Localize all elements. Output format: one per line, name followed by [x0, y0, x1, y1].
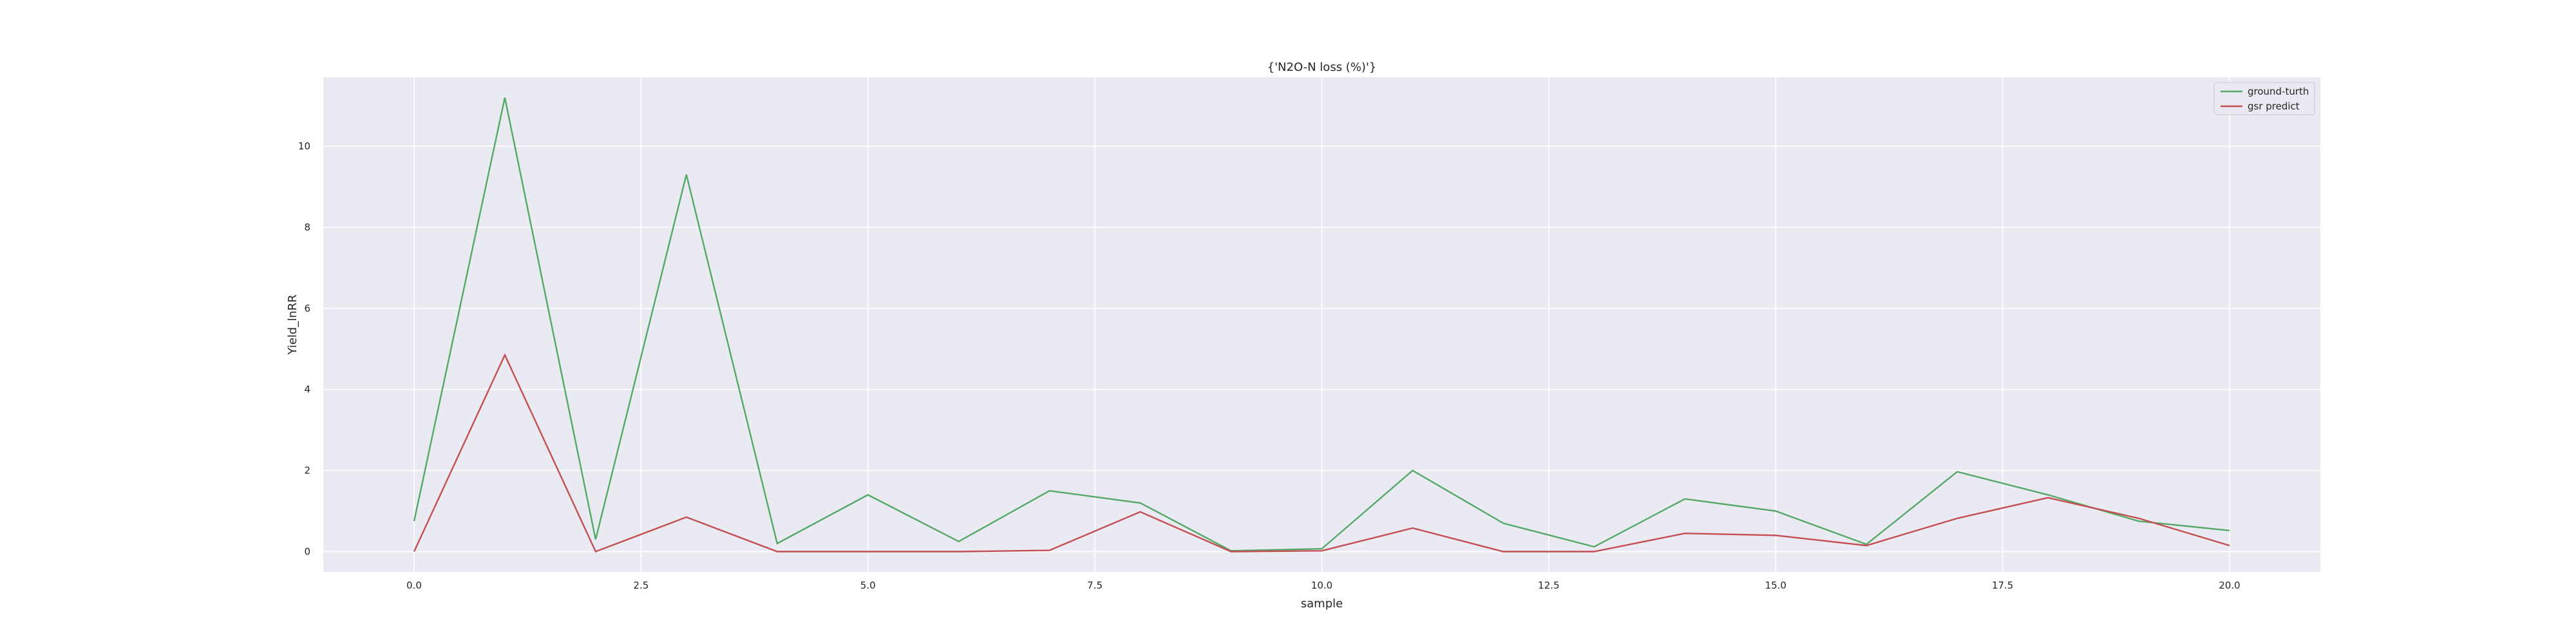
x-tick-label: 2.5: [633, 580, 649, 591]
legend: ground-turth gsr predict: [2213, 82, 2315, 115]
tick-labels: 0.0 2.5 5.0 7.5 10.0 12.5 15.0 17.5 20.0 0 2 4 6 8 10: [298, 140, 2240, 591]
x-tick-label: 10.0: [1311, 580, 1332, 591]
x-tick-label: 5.0: [860, 580, 876, 591]
x-axis-title: sample: [1301, 597, 1343, 611]
series-lines: [413, 97, 2230, 553]
y-tick-label: 4: [304, 384, 310, 395]
x-tick-label: 15.0: [1765, 580, 1786, 591]
x-tick-label: 0.0: [406, 580, 422, 591]
x-tick-label: 12.5: [1538, 580, 1559, 591]
chart-title: {'N2O-N loss (%)'}: [1267, 61, 1377, 74]
x-tick-label: 7.5: [1087, 580, 1103, 591]
y-tick-label: 8: [304, 222, 310, 233]
y-tick-label: 10: [298, 140, 310, 152]
y-tick-label: 2: [304, 465, 310, 477]
series-line-1: [413, 353, 2230, 553]
y-axis-title: Yield_lnRR: [286, 294, 299, 355]
x-tick-label: 17.5: [1992, 580, 2013, 591]
series-line-0: [413, 97, 2230, 552]
grid: [323, 77, 2320, 572]
x-tick-label: 20.0: [2219, 580, 2240, 591]
y-tick-label: 6: [304, 303, 310, 314]
y-tick-label: 0: [304, 546, 310, 558]
legend-label: gsr predict: [2248, 100, 2300, 112]
legend-label: ground-turth: [2248, 86, 2309, 97]
